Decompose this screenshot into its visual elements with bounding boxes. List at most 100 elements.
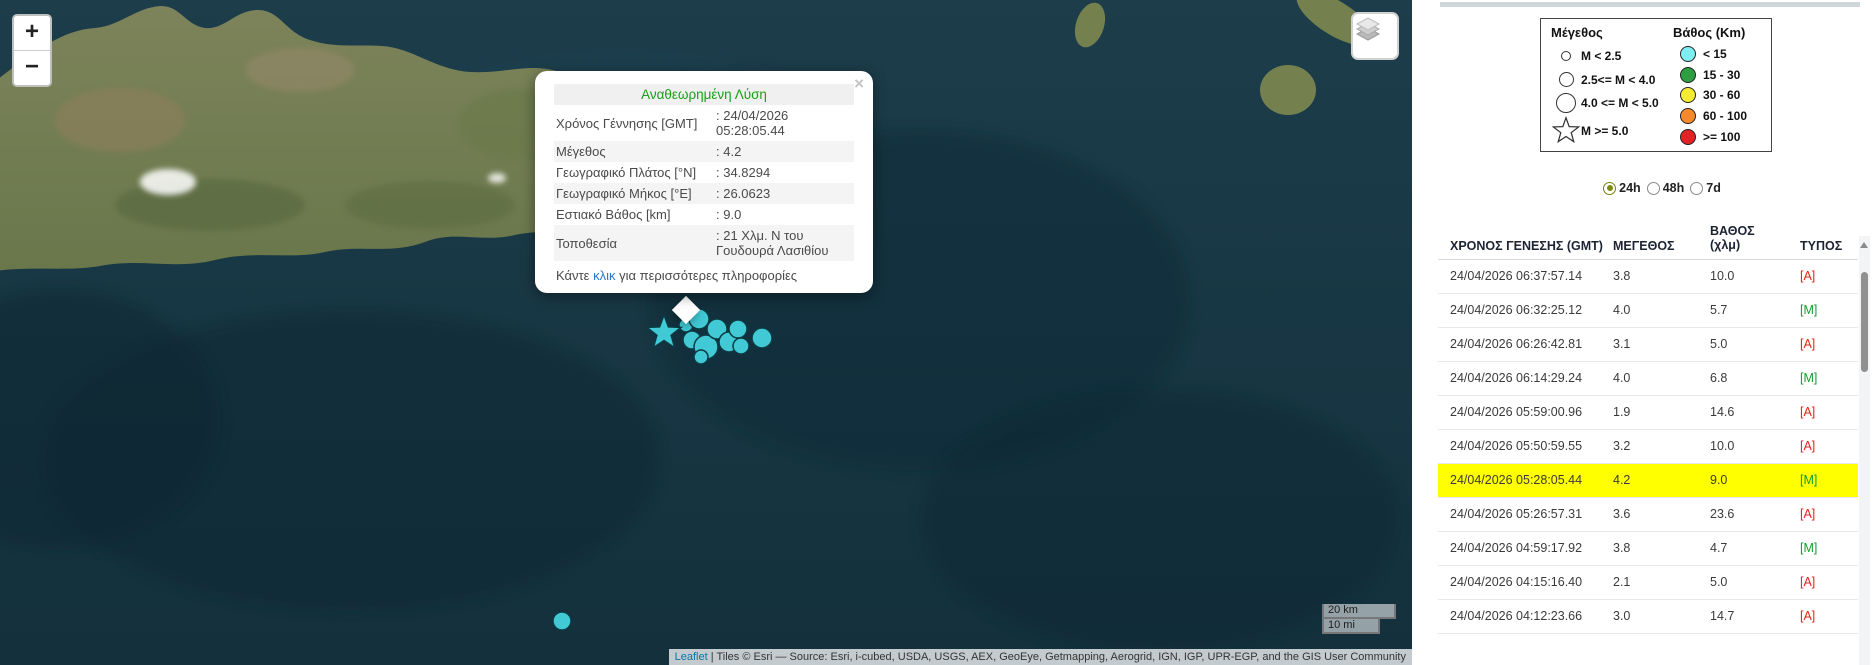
legend-item-label: 15 - 30 xyxy=(1703,67,1741,82)
table-row[interactable]: 24/04/2026 06:26:42.81 3.1 5.0 [A] xyxy=(1438,328,1858,362)
popup-row: Μέγεθος: 4.2 xyxy=(554,141,854,162)
leaflet-link[interactable]: Leaflet xyxy=(674,651,708,663)
more-info-link[interactable]: κλικ xyxy=(593,268,616,283)
popup-row-value: : 34.8294 xyxy=(716,165,771,180)
radio-label: 7d xyxy=(1706,181,1721,195)
popup-row-label: Τοποθεσία xyxy=(556,235,618,251)
map-attribution: Leaflet | Tiles © Esri — Source: Esri, i… xyxy=(668,649,1412,665)
island-small-1 xyxy=(1074,2,1106,48)
radio-label: 24h xyxy=(1619,181,1641,195)
legend-item: >= 100 xyxy=(1673,126,1765,147)
legend-item: 30 - 60 xyxy=(1673,85,1765,106)
radio-option-7d[interactable]: 7d xyxy=(1690,181,1721,195)
selected-earthquake-star-marker[interactable] xyxy=(644,312,684,350)
depth-60-100-icon xyxy=(1680,108,1696,125)
legend-item-label: 30 - 60 xyxy=(1703,88,1741,103)
table-row[interactable]: 24/04/2026 04:15:16.40 2.1 5.0 [A] xyxy=(1438,566,1858,600)
popup-row: Εστιακό Βάθος [km] : 9.0 xyxy=(554,204,854,225)
table-row[interactable]: 24/04/2026 04:12:23.66 3.0 14.7 [A] xyxy=(1438,600,1858,634)
radio-24h[interactable] xyxy=(1603,181,1617,195)
legend-item: 15 - 30 xyxy=(1673,65,1765,86)
radio-7d[interactable] xyxy=(1690,181,1704,195)
table-row[interactable]: 24/04/2026 04:59:17.92 3.8 4.7 [M] xyxy=(1438,532,1858,566)
legend-item: < 15 xyxy=(1673,44,1765,65)
scale-mi: 10 mi xyxy=(1322,619,1380,634)
table-row[interactable]: 24/04/2026 05:59:00.96 1.9 14.6 [A] xyxy=(1438,396,1858,430)
table-row-highlighted[interactable]: 24/04/2026 05:28:05.44 4.2 9.0 [M] xyxy=(1438,463,1858,498)
earthquake-table: ΧΡΟΝΟΣ ΓΕΝΕΣΗΣ (GMT) ΜΕΓΕΘΟΣ ΒΑΘΟΣ (χλμ) … xyxy=(1438,224,1858,634)
zoom-out-button[interactable]: − xyxy=(14,51,50,85)
popup-row: Γεωγραφικό Μήκος [°E] : 26.0623 xyxy=(554,183,854,204)
table-scrollbar[interactable] xyxy=(1859,236,1870,665)
header-type: ΤΥΠΟΣ xyxy=(1800,238,1843,253)
right-panel: Μέγεθος M < 2.5 2.5<= M < 4.0 4.0 <= M <… xyxy=(1412,0,1875,665)
legend-magnitude-column: Μέγεθος M < 2.5 2.5<= M < 4.0 4.0 <= M <… xyxy=(1551,25,1673,147)
legend-item: M < 2.5 xyxy=(1551,44,1673,68)
table-row[interactable]: 24/04/2026 06:14:29.24 4.0 6.8 [M] xyxy=(1438,362,1858,396)
attribution-text: | Tiles © Esri — Source: Esri, i-cubed, … xyxy=(707,651,1406,663)
popup-row: Τοποθεσία : 21 Χλμ. Ν του Γουδουρά Λασιθί… xyxy=(554,225,854,261)
map-zoom-control: + − xyxy=(12,14,52,87)
scrollbar-thumb[interactable] xyxy=(1861,272,1868,372)
popup-footer: Κάντε κλικ για περισσότερες πληροφορίες xyxy=(554,268,854,283)
zoom-in-button[interactable]: + xyxy=(14,16,50,51)
earthquake-marker[interactable] xyxy=(751,327,773,349)
legend-item-label: 4.0 <= M < 5.0 xyxy=(1581,96,1659,111)
radio-label: 48h xyxy=(1662,181,1685,195)
earthquake-marker[interactable] xyxy=(693,349,709,365)
popup-row-label: Χρόνος Γέννησης [GMT] xyxy=(556,115,698,131)
magnitude-large-circle-icon xyxy=(1556,93,1576,114)
popup-close-icon[interactable]: × xyxy=(854,74,864,93)
depth-gte100-icon xyxy=(1680,128,1696,145)
popup-row-value: : 26.0623 xyxy=(716,186,771,201)
popup-row: Γεωγραφικό Πλάτος [°N] : 34.8294 xyxy=(554,162,854,183)
popup-details-table: Χρόνος Γέννησης [GMT] : 24/04/2026 05:28:… xyxy=(554,105,854,261)
magnitude-star-icon xyxy=(1551,115,1581,144)
legend-item: 60 - 100 xyxy=(1673,106,1765,127)
earthquake-markers xyxy=(552,308,773,631)
depth-30-60-icon xyxy=(1680,87,1696,104)
header-magnitude: ΜΕΓΕΘΟΣ xyxy=(1613,238,1675,253)
legend-depth-title: Βάθος (Km) xyxy=(1673,25,1746,40)
legend-depth-column: Βάθος (Km) < 15 15 - 30 30 - 60 60 - 100… xyxy=(1673,25,1765,147)
radio-option-24h[interactable]: 24h xyxy=(1603,181,1641,195)
magnitude-small-circle-icon xyxy=(1561,50,1571,61)
depth-15-30-icon xyxy=(1680,66,1696,83)
earthquake-marker[interactable] xyxy=(552,611,572,631)
radio-48h[interactable] xyxy=(1646,181,1660,195)
layers-control-button[interactable] xyxy=(1351,12,1399,60)
table-row[interactable]: 24/04/2026 05:26:57.31 3.6 23.6 [A] xyxy=(1438,498,1858,532)
popup-row-label: Γεωγραφικό Μήκος [°E] xyxy=(556,186,692,201)
radio-option-48h[interactable]: 48h xyxy=(1646,181,1685,195)
layers-icon xyxy=(1355,17,1381,41)
legend-item-label: >= 100 xyxy=(1703,129,1741,144)
popup-row-value: : 4.2 xyxy=(716,144,742,159)
snow-patch xyxy=(140,169,196,195)
popup-row-value: : 21 Χλμ. Ν του Γουδουρά Λασιθίου xyxy=(716,228,829,258)
legend-item: M >= 5.0 xyxy=(1551,115,1673,147)
popup-footer-text: για περισσότερες πληροφορίες xyxy=(615,268,798,283)
table-row[interactable]: 24/04/2026 06:32:25.12 4.0 5.7 [M] xyxy=(1438,294,1858,328)
earthquake-marker[interactable] xyxy=(728,319,748,339)
legend-item-label: M >= 5.0 xyxy=(1581,124,1629,139)
popup-row-value: : 24/04/2026 05:28:05.44 xyxy=(716,108,789,138)
time-filter: 24h 48h 7d xyxy=(1552,181,1772,195)
table-row[interactable]: 24/04/2026 05:50:59.55 3.2 10.0 [A] xyxy=(1438,430,1858,464)
popup-row: Χρόνος Γέννησης [GMT] : 24/04/2026 05:28:… xyxy=(554,105,854,141)
scrollbar-up-arrow-icon[interactable] xyxy=(1860,242,1868,248)
legend-item-label: < 15 xyxy=(1703,47,1727,62)
table-header-row: ΧΡΟΝΟΣ ΓΕΝΕΣΗΣ (GMT) ΜΕΓΕΘΟΣ ΒΑΘΟΣ (χλμ) … xyxy=(1438,224,1858,260)
legend-item: 2.5<= M < 4.0 xyxy=(1551,68,1673,92)
popup-row-label: Γεωγραφικό Πλάτος [°N] xyxy=(556,165,697,180)
table-row[interactable]: 24/04/2026 06:37:57.14 3.8 10.0 [A] xyxy=(1438,260,1858,294)
popup-row-label: Εστιακό Βάθος [km] xyxy=(556,207,671,222)
earthquake-marker[interactable] xyxy=(732,337,750,355)
popup-row-value: : 9.0 xyxy=(716,207,742,222)
header-time: ΧΡΟΝΟΣ ΓΕΝΕΣΗΣ (GMT) xyxy=(1450,238,1603,253)
map-legend: Μέγεθος M < 2.5 2.5<= M < 4.0 4.0 <= M <… xyxy=(1540,18,1772,152)
depth-lt15-icon xyxy=(1680,46,1696,63)
panel-top-divider xyxy=(1440,2,1860,7)
earthquake-popup: × Αναθεωρημένη Λύση Χρόνος Γέννησης [GMT… xyxy=(535,71,873,293)
legend-item-label: 2.5<= M < 4.0 xyxy=(1581,72,1656,87)
